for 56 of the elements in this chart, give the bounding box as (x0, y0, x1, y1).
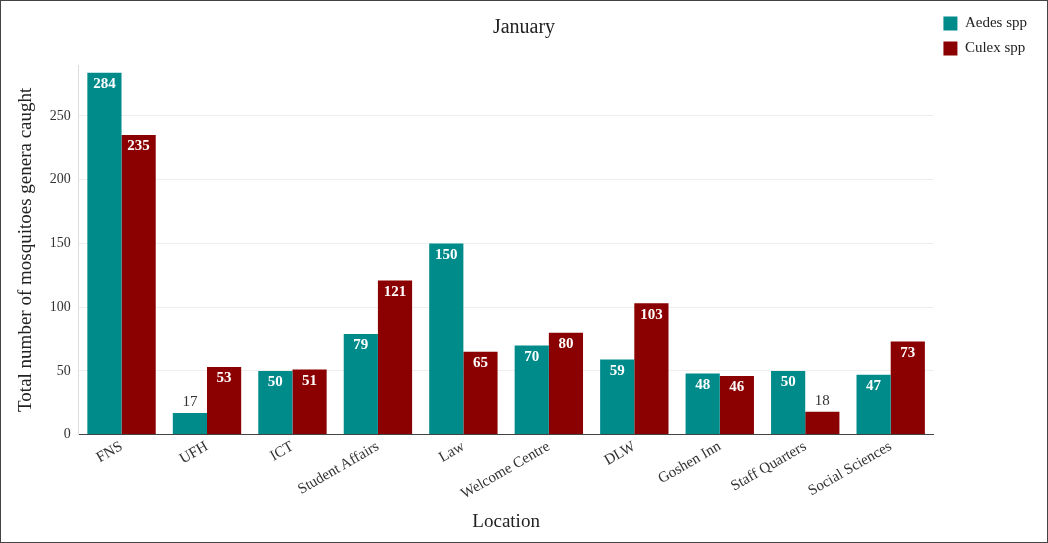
bar (634, 303, 669, 435)
x-tick-label: DLW (601, 437, 639, 468)
bar (87, 72, 122, 435)
data-label: 80 (558, 335, 574, 352)
x-tick-label: FNS (93, 437, 125, 466)
bar (719, 375, 754, 435)
y-tick-label: 50 (56, 362, 71, 378)
data-label: 51 (302, 371, 318, 388)
data-label: 59 (609, 361, 625, 378)
data-label: 73 (900, 343, 916, 360)
data-label: 103 (640, 305, 663, 322)
y-tick-label: 0 (63, 426, 71, 442)
bar (258, 370, 293, 435)
data-label: 65 (472, 354, 488, 371)
data-label: 121 (383, 282, 407, 299)
bar (890, 341, 925, 435)
bar (805, 411, 840, 435)
data-label: 50 (267, 373, 283, 390)
data-label: 47 (866, 377, 882, 394)
data-label: 70 (524, 347, 540, 364)
data-label: 284 (93, 75, 117, 92)
bar (771, 370, 806, 435)
bar (514, 345, 549, 435)
x-tick-label: UFH (176, 437, 211, 467)
y-tick-label: 100 (49, 298, 71, 314)
data-label: 48 (695, 375, 711, 392)
y-tick-label: 150 (49, 235, 71, 251)
x-tick-label: ICT (267, 437, 296, 464)
legend-label: Aedes spp (964, 14, 1028, 31)
data-label: 53 (216, 369, 232, 386)
bar (172, 412, 207, 435)
bar (377, 280, 413, 435)
bar (206, 367, 242, 435)
bar (292, 369, 327, 435)
bar (548, 332, 584, 435)
x-axis-title: Location (472, 509, 541, 531)
data-label: 17 (182, 393, 198, 410)
data-label: 79 (353, 336, 369, 353)
bar (463, 351, 498, 435)
data-label: 150 (435, 245, 458, 262)
y-tick-label: 200 (49, 171, 71, 187)
bar (343, 333, 378, 435)
data-label: 235 (127, 137, 150, 154)
bar (600, 359, 635, 435)
y-axis-title: Total number of mosquitoes genera caught (14, 86, 36, 412)
y-tick-label: 250 (49, 107, 71, 123)
legend-label: Culex spp (964, 39, 1026, 56)
bar (685, 373, 720, 435)
data-label: 46 (729, 378, 745, 395)
bar (429, 243, 464, 435)
bar (121, 135, 156, 435)
bar (856, 374, 891, 435)
data-label: 18 (814, 392, 830, 409)
chart-title: January (492, 15, 556, 39)
data-label: 50 (780, 373, 796, 390)
x-tick-label: Law (435, 437, 467, 465)
